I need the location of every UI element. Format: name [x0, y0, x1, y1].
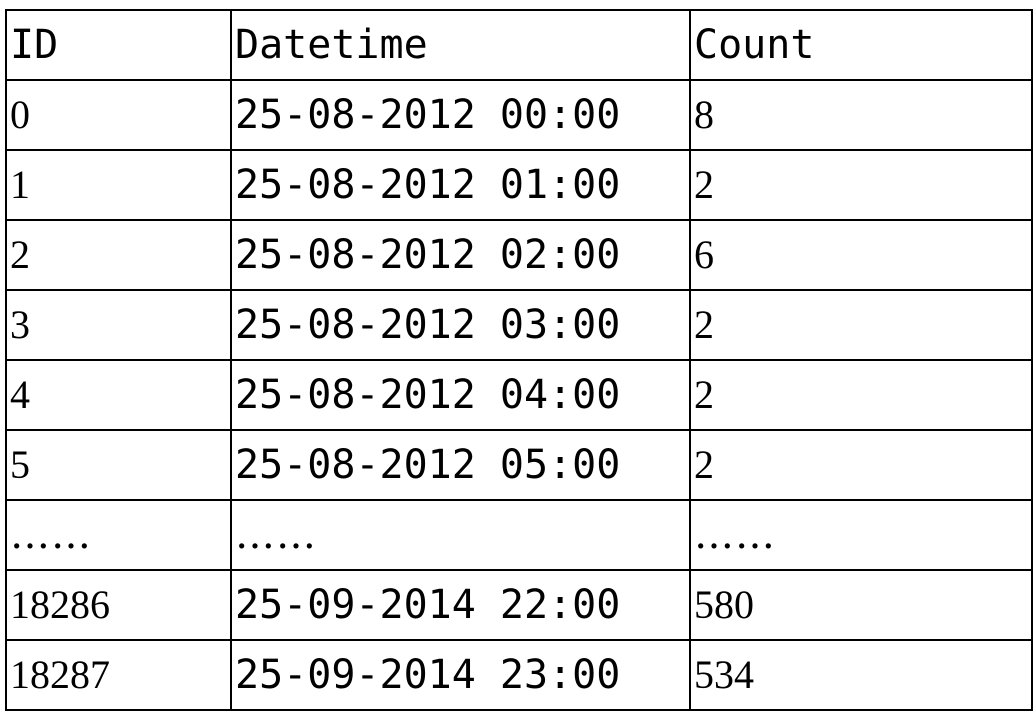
- cell-id: 3: [5, 289, 232, 361]
- cell-id: 4: [5, 359, 232, 431]
- cell-count: 2: [689, 359, 1033, 431]
- cell-datetime: 25-08-2012 04:00: [230, 359, 691, 431]
- table-row: 18287 25-09-2014 23:00 534: [5, 639, 1033, 711]
- cell-count: 534: [689, 639, 1033, 711]
- cell-datetime: 25-09-2014 22:00: [230, 569, 691, 641]
- cell-datetime: 25-08-2012 01:00: [230, 149, 691, 221]
- header-count: Count: [689, 9, 1033, 81]
- ellipsis-cell: ……: [230, 499, 691, 571]
- cell-id: 5: [5, 429, 232, 501]
- table-row: 0 25-08-2012 00:00 8: [5, 79, 1033, 151]
- table-row: 3 25-08-2012 03:00 2: [5, 289, 1033, 361]
- cell-datetime: 25-08-2012 02:00: [230, 219, 691, 291]
- ellipsis-row: …… …… ……: [5, 499, 1033, 571]
- ellipsis-cell: ……: [689, 499, 1033, 571]
- cell-id: 18286: [5, 569, 232, 641]
- header-id: ID: [5, 9, 232, 81]
- cell-id: 18287: [5, 639, 232, 711]
- table-row: 5 25-08-2012 05:00 2: [5, 429, 1033, 501]
- table-row: 4 25-08-2012 04:00 2: [5, 359, 1033, 431]
- cell-id: 1: [5, 149, 232, 221]
- cell-count: 2: [689, 149, 1033, 221]
- ellipsis-cell: ……: [5, 499, 232, 571]
- table-row: 2 25-08-2012 02:00 6: [5, 219, 1033, 291]
- cell-count: 8: [689, 79, 1033, 151]
- cell-count: 2: [689, 429, 1033, 501]
- header-row: ID Datetime Count: [5, 9, 1033, 81]
- cell-datetime: 25-08-2012 00:00: [230, 79, 691, 151]
- table-body: 0 25-08-2012 00:00 8 1 25-08-2012 01:00 …: [5, 79, 1033, 711]
- table-row: 1 25-08-2012 01:00 2: [5, 149, 1033, 221]
- table-header: ID Datetime Count: [5, 9, 1033, 81]
- cell-id: 2: [5, 219, 232, 291]
- cell-count: 6: [689, 219, 1033, 291]
- data-table: ID Datetime Count 0 25-08-2012 00:00 8 1…: [5, 9, 1033, 711]
- cell-datetime: 25-08-2012 05:00: [230, 429, 691, 501]
- cell-id: 0: [5, 79, 232, 151]
- header-datetime: Datetime: [230, 9, 691, 81]
- cell-count: 580: [689, 569, 1033, 641]
- cell-datetime: 25-08-2012 03:00: [230, 289, 691, 361]
- cell-datetime: 25-09-2014 23:00: [230, 639, 691, 711]
- cell-count: 2: [689, 289, 1033, 361]
- table-row: 18286 25-09-2014 22:00 580: [5, 569, 1033, 641]
